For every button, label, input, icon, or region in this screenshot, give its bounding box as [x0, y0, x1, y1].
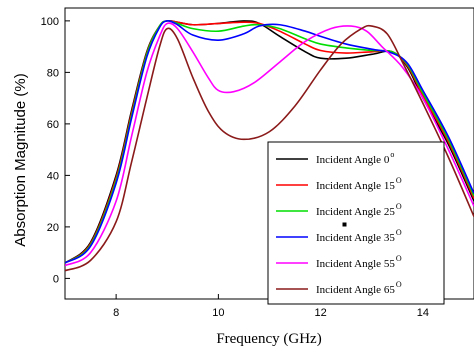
legend-label-text: Incident Angle 65	[316, 284, 395, 296]
y-tick-label: 40	[47, 170, 59, 182]
y-tick-label: 0	[53, 273, 59, 285]
marker-dot	[342, 222, 347, 227]
legend-label-text: Incident Angle 35	[316, 232, 395, 244]
legend-label-4: Incident Angle 55O	[316, 254, 402, 270]
x-axis-label: Frequency (GHz)	[216, 331, 321, 347]
y-tick-label: 20	[47, 222, 59, 234]
axes-layer: 0 20 40 60 80 100 8 10 12 14	[41, 16, 429, 319]
y-axis-label: Absorption Magnitude (%)	[12, 73, 29, 246]
legend-box	[267, 141, 445, 305]
x-tick-label: 10	[212, 307, 224, 319]
legend-label-0: Incident Angle 0o	[316, 150, 394, 166]
legend-label-2: Incident Angle 25O	[316, 202, 402, 218]
legend-label-sup: O	[396, 280, 402, 289]
legend-label-text: Incident Angle 55	[316, 258, 395, 270]
legend-label-sup: o	[390, 150, 394, 159]
legend-label-text: Incident Angle 0	[316, 154, 390, 166]
y-tick-label: 100	[41, 16, 59, 28]
legend-label-3: Incident Angle 35O	[316, 228, 402, 244]
legend-label-1: Incident Angle 15O	[316, 176, 402, 192]
legend-label-text: Incident Angle 15	[316, 180, 395, 192]
legend-label-sup: O	[396, 202, 402, 211]
legend-label-text: Incident Angle 25	[316, 206, 395, 218]
x-tick-label: 8	[113, 307, 119, 319]
x-tick-label: 12	[315, 307, 327, 319]
legend-label-sup: O	[396, 176, 402, 185]
series-line-5	[65, 24, 474, 272]
x-tick-label: 14	[417, 307, 429, 319]
y-tick-label: 60	[47, 119, 59, 131]
series-layer	[65, 19, 474, 272]
legend-label-sup: O	[396, 254, 402, 263]
legend-label-sup: O	[396, 228, 402, 237]
series-line-4	[65, 22, 474, 267]
y-tick-label: 80	[47, 67, 59, 79]
legend-label-5: Incident Angle 65O	[316, 280, 402, 296]
